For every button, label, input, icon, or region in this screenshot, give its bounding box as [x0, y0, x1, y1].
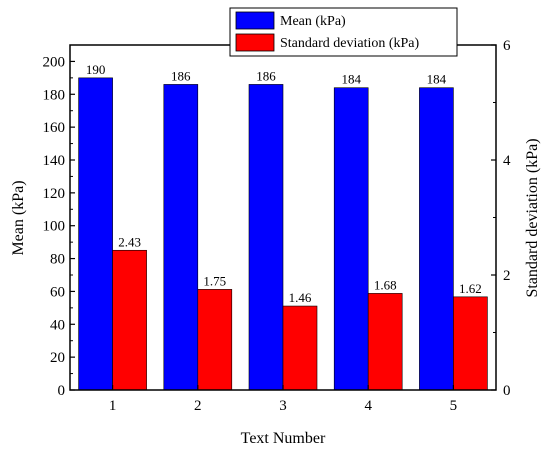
legend-label-mean: Mean (kPa) [280, 14, 346, 29]
x-tick-label-4: 4 [364, 398, 372, 414]
data-label-std-1: 2.43 [118, 234, 141, 249]
bar-std-4 [367, 293, 403, 391]
left-tick-label-140: 140 [43, 153, 66, 169]
x-tick-label-3: 3 [279, 398, 287, 414]
left-tick-label-0: 0 [58, 383, 66, 399]
data-label-std-2: 1.75 [203, 273, 226, 288]
left-tick-label-40: 40 [50, 317, 65, 333]
data-label-std-4: 1.68 [374, 277, 397, 292]
x-tick-label-1: 1 [109, 398, 117, 414]
bar-mean-5 [419, 87, 454, 391]
data-label-mean-2: 186 [171, 68, 191, 83]
right-tick-label-0: 0 [503, 383, 511, 399]
y-axis-title-left: Mean (kPa) [10, 180, 27, 255]
left-tick-label-60: 60 [50, 284, 65, 300]
right-tick-label-4: 4 [503, 153, 511, 169]
legend-swatch-mean [235, 11, 275, 30]
bar-std-3 [282, 305, 318, 391]
data-label-mean-5: 184 [427, 72, 447, 87]
left-tick-label-100: 100 [43, 219, 66, 235]
legend-label-std: Standard deviation (kPa) [280, 36, 420, 51]
bar-std-1 [112, 249, 147, 391]
data-label-mean-1: 190 [86, 62, 106, 77]
left-tick-label-80: 80 [50, 252, 65, 268]
x-axis: 1 2 3 4 5 [109, 385, 457, 414]
x-axis-title: Text Number [241, 430, 326, 447]
data-label-std-3: 1.46 [289, 290, 312, 305]
data-label-std-5: 1.62 [459, 281, 482, 296]
data-label-mean-3: 186 [256, 68, 276, 83]
y-axis-title-right: Standard deviation (kPa) [524, 138, 541, 297]
left-tick-label-120: 120 [43, 186, 66, 202]
bars-layer [78, 77, 488, 391]
bar-std-5 [453, 296, 488, 391]
right-tick-label-2: 2 [503, 268, 511, 284]
bar-std-2 [197, 289, 233, 391]
left-tick-label-160: 160 [43, 120, 66, 136]
bar-mean-3 [248, 84, 284, 391]
bar-mean-2 [163, 84, 199, 391]
bar-mean-1 [78, 77, 113, 391]
left-tick-label-180: 180 [43, 87, 66, 103]
x-tick-label-2: 2 [194, 398, 202, 414]
left-tick-label-20: 20 [50, 350, 65, 366]
data-labels-layer: 190 2.43 186 1.75 186 1.46 184 1.68 184 1.62 [86, 62, 482, 305]
data-label-mean-4: 184 [341, 72, 361, 87]
legend: Mean (kPa) Standard deviation (kPa) [229, 7, 458, 57]
right-y-axis: 0 2 4 6 [491, 38, 511, 399]
left-tick-label-200: 200 [43, 54, 66, 70]
right-tick-label-6: 6 [503, 38, 511, 54]
legend-swatch-std [235, 33, 275, 52]
x-tick-label-5: 5 [450, 398, 458, 414]
left-y-axis: 0 20 40 60 80 100 120 140 160 180 200 [43, 54, 75, 399]
bar-mean-4 [333, 87, 369, 391]
